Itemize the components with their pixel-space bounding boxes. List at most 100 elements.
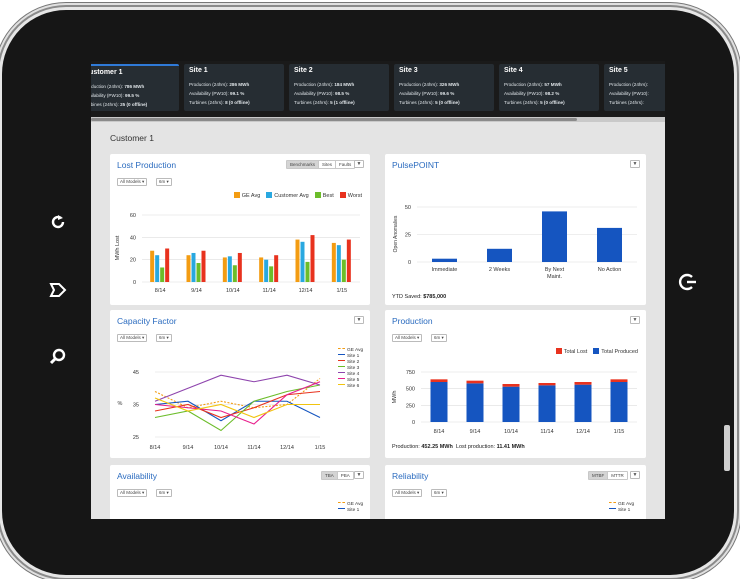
series-line[interactable] (154, 390, 321, 419)
series-line[interactable] (154, 381, 321, 425)
tick-label: 40 (130, 235, 136, 241)
bar[interactable] (274, 255, 279, 282)
period-dropdown[interactable]: 6m ▾ (431, 334, 447, 342)
bar[interactable] (186, 255, 191, 282)
tick-label: 12/14 (280, 445, 294, 451)
site-card[interactable]: Site 5 Production (24hrs): Availability (… (604, 64, 665, 111)
series-line[interactable] (154, 378, 321, 409)
tick-label: 11/14 (247, 445, 260, 451)
panel-menu-button[interactable]: ▼ (354, 160, 364, 168)
models-dropdown[interactable]: All Models ▾ (392, 489, 423, 497)
models-dropdown[interactable]: All Models ▾ (117, 334, 148, 342)
bar[interactable] (155, 255, 160, 282)
bar-produced[interactable] (538, 385, 556, 422)
series-line[interactable] (154, 384, 321, 432)
bar[interactable] (336, 245, 341, 282)
tab-mtbf[interactable]: MTBF (589, 472, 609, 479)
bar[interactable] (597, 227, 622, 262)
bar[interactable] (237, 252, 242, 282)
bar-produced[interactable] (502, 386, 520, 422)
panel-title: Production (392, 316, 433, 326)
panel-menu-button[interactable]: ▼ (354, 471, 364, 479)
site-availability: Availability (PW10): (609, 91, 649, 96)
period-dropdown[interactable]: 6m ▾ (431, 489, 447, 497)
horizontal-scrollbar[interactable] (91, 117, 665, 122)
hardware-button[interactable] (724, 425, 730, 471)
bar[interactable] (201, 250, 206, 282)
site-card[interactable]: Site 1 Production (24hrs): 286 MWh Availab… (184, 64, 284, 111)
ytd-saved: YTD Saved: $785,000 (392, 294, 447, 300)
bar[interactable] (542, 211, 567, 262)
legend-item: Site 1 (338, 354, 363, 360)
models-dropdown[interactable]: All Models ▾ (117, 178, 148, 186)
site-name: Site 3 (399, 67, 418, 74)
site-availability: Availability (PW10): 99.6 % (399, 91, 455, 96)
bar[interactable] (305, 261, 310, 282)
panel-menu-button[interactable]: ▼ (630, 316, 640, 324)
tick-label: 8/14 (434, 429, 445, 435)
refresh-icon[interactable] (44, 208, 72, 236)
tick-label: 11/14 (262, 288, 275, 294)
bar-produced[interactable] (466, 383, 484, 422)
bar[interactable] (310, 235, 315, 282)
tab-benchmarks[interactable]: Benchmarks (287, 161, 320, 168)
bar[interactable] (487, 248, 512, 262)
tab-pba[interactable]: PBA (337, 472, 353, 479)
models-dropdown[interactable]: All Models ▾ (392, 334, 423, 342)
bar[interactable] (160, 267, 165, 282)
legend-item: Site 2 (338, 360, 363, 366)
site-bar: Customer 1 Production (24hrs): 786 MWh Ava… (91, 61, 665, 117)
bar[interactable] (227, 256, 232, 282)
bar[interactable] (191, 252, 196, 282)
bar-produced[interactable] (430, 382, 448, 422)
site-production: Production (24hrs): 786 MWh (91, 84, 145, 89)
tab-mttr[interactable]: MTTR (608, 472, 627, 479)
period-dropdown[interactable]: 6m ▾ (156, 178, 172, 186)
bar[interactable] (165, 248, 170, 283)
bar-lost[interactable] (610, 379, 628, 382)
site-turbines: Turbines (24hrs): 5 (0 offline) (399, 100, 460, 105)
bar[interactable] (300, 241, 305, 282)
bar[interactable] (346, 239, 351, 282)
bar[interactable] (196, 263, 201, 282)
bar-lost[interactable] (538, 383, 556, 386)
panel-menu-button[interactable]: ▼ (354, 316, 364, 324)
series-line[interactable] (154, 374, 321, 402)
tab-faults[interactable]: Faults (336, 161, 355, 168)
bar[interactable] (269, 266, 274, 282)
share-icon[interactable] (44, 276, 72, 304)
bar[interactable] (222, 257, 227, 282)
bar[interactable] (232, 265, 237, 282)
bar-produced[interactable] (574, 384, 592, 422)
bar[interactable] (432, 258, 457, 262)
bar[interactable] (259, 257, 264, 282)
site-card[interactable]: Site 3 Production (24hrs): 326 MWh Availab… (394, 64, 494, 111)
bar[interactable] (295, 239, 300, 282)
site-card[interactable]: Customer 1 Production (24hrs): 786 MWh Ava… (91, 64, 179, 111)
period-dropdown[interactable]: 6m ▾ (156, 489, 172, 497)
search-icon[interactable] (44, 343, 72, 371)
tick-label: 20 (130, 258, 136, 264)
models-dropdown[interactable]: All Models ▾ (117, 489, 148, 497)
bar-lost[interactable] (574, 382, 592, 385)
tab-tba[interactable]: TBA (322, 472, 338, 479)
bar[interactable] (150, 250, 155, 282)
bar-lost[interactable] (430, 379, 448, 382)
series-line[interactable] (154, 397, 320, 419)
period-dropdown[interactable]: 6m ▾ (156, 334, 172, 342)
tab-sites[interactable]: Sites (319, 161, 337, 168)
bar[interactable] (341, 259, 346, 282)
tick-label: 8/14 (155, 288, 166, 294)
bar-produced[interactable] (610, 382, 628, 422)
bar[interactable] (331, 242, 336, 282)
availability-tabs: TBA PBA (321, 471, 354, 480)
tick-label: No Action (598, 267, 622, 273)
panel-menu-button[interactable]: ▼ (630, 160, 640, 168)
bar[interactable] (264, 259, 269, 282)
site-card[interactable]: Site 2 Production (24hrs): 184 MWh Availab… (289, 64, 389, 111)
bar-lost[interactable] (502, 384, 520, 387)
panel-menu-button[interactable]: ▼ (630, 471, 640, 479)
site-card[interactable]: Site 4 Production (24hrs): 57 MWh Availabi… (499, 64, 599, 111)
power-icon[interactable] (674, 268, 702, 296)
bar-lost[interactable] (466, 380, 484, 384)
